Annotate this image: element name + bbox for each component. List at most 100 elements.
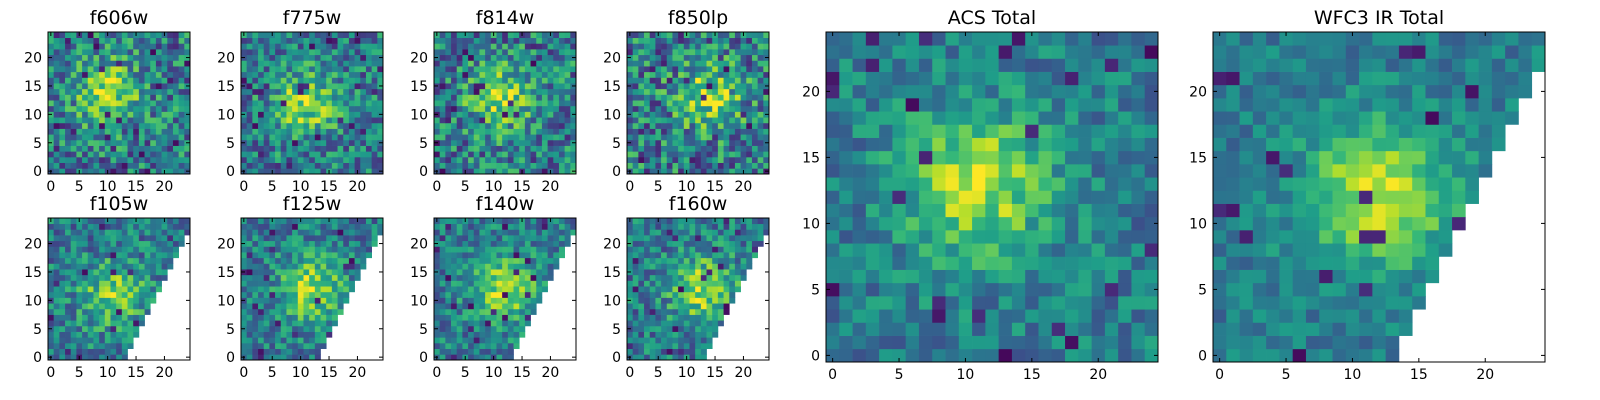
heatmap-cell	[536, 269, 543, 276]
heatmap-cell	[59, 60, 66, 67]
heatmap-cell	[116, 246, 123, 253]
heatmap-cell	[547, 139, 554, 146]
heatmap-cell	[666, 342, 673, 349]
heatmap-cell	[519, 246, 526, 253]
heatmap-cell	[127, 145, 134, 152]
heatmap-cell	[121, 280, 128, 287]
heatmap-cell	[746, 49, 753, 56]
heatmap-cell	[700, 223, 707, 230]
heatmap-cell	[892, 296, 907, 310]
heatmap-cell	[138, 94, 145, 101]
heatmap-cell	[246, 240, 253, 247]
heatmap-cell	[706, 291, 713, 298]
heatmap-cell	[360, 60, 367, 67]
heatmap-cell	[700, 235, 707, 242]
heatmap-cell	[263, 257, 270, 264]
heatmap-cell	[439, 223, 446, 230]
heatmap-cell	[689, 354, 696, 361]
heatmap-cell	[280, 122, 287, 129]
heatmap-cell	[241, 348, 248, 355]
heatmap-cell	[87, 32, 94, 39]
heatmap-cell	[110, 246, 117, 253]
heatmap-cell	[706, 303, 713, 310]
heatmap-cell	[473, 286, 480, 293]
heatmap-cell	[513, 32, 520, 39]
panel-f160w-frame	[626, 217, 770, 361]
heatmap-cell	[309, 354, 316, 361]
heatmap-cell	[354, 100, 361, 107]
heatmap-cell	[763, 134, 770, 141]
heatmap-cell	[553, 37, 560, 44]
heatmap-cell	[570, 145, 577, 152]
heatmap-cell	[110, 49, 117, 56]
heatmap-cell	[666, 134, 673, 141]
heatmap-cell	[258, 337, 265, 344]
heatmap-cell	[502, 269, 509, 276]
heatmap-cell	[456, 320, 463, 327]
heatmap-cell	[985, 296, 999, 310]
heatmap-cell	[763, 100, 770, 107]
heatmap-cell	[485, 348, 492, 355]
heatmap-cell	[462, 162, 469, 169]
heatmap-cell	[292, 274, 299, 281]
heatmap-cell	[263, 37, 270, 44]
heatmap-cell	[280, 168, 287, 175]
heatmap-cell	[1131, 309, 1146, 323]
heatmap-cell	[678, 218, 685, 225]
heatmap-cell	[661, 303, 668, 310]
heatmap-cell	[547, 100, 554, 107]
heatmap-cell	[246, 308, 253, 315]
heatmap-cell	[76, 252, 83, 259]
heatmap-cell	[241, 337, 248, 344]
heatmap-cell	[655, 122, 662, 129]
heatmap-cell	[524, 263, 531, 270]
heatmap-cell	[65, 269, 72, 276]
heatmap-cell	[246, 117, 253, 124]
heatmap-cell	[649, 94, 656, 101]
heatmap-cell	[490, 274, 497, 281]
heatmap-cell	[723, 83, 730, 90]
heatmap-cell	[87, 269, 94, 276]
heatmap-cell	[76, 240, 83, 247]
heatmap-cell	[485, 257, 492, 264]
heatmap-cell	[167, 128, 174, 135]
heatmap-cell	[513, 128, 520, 135]
heatmap-cell	[167, 252, 174, 259]
heatmap-cell	[712, 49, 719, 56]
heatmap-cell	[661, 111, 668, 118]
heatmap-cell	[757, 83, 764, 90]
heatmap-cell	[99, 128, 106, 135]
heatmap-cell	[65, 325, 72, 332]
heatmap-cell	[127, 263, 134, 270]
heatmap-cell	[485, 314, 492, 321]
heatmap-cell	[666, 274, 673, 281]
heatmap-cell	[672, 71, 679, 78]
heatmap-cell	[258, 94, 265, 101]
heatmap-cell	[104, 246, 111, 253]
heatmap-cell	[150, 111, 157, 118]
heatmap-cell	[320, 162, 327, 169]
heatmap-cell	[138, 263, 145, 270]
heatmap-cell	[309, 77, 316, 84]
heatmap-cell	[661, 246, 668, 253]
heatmap-cell	[258, 291, 265, 298]
heatmap-cell	[524, 223, 531, 230]
heatmap-cell	[519, 229, 526, 236]
heatmap-cell	[93, 139, 100, 146]
heatmap-cell	[689, 337, 696, 344]
heatmap-cell	[479, 122, 486, 129]
heatmap-cell	[632, 320, 639, 327]
heatmap-cell	[638, 314, 645, 321]
heatmap-cell	[638, 117, 645, 124]
heatmap-cell	[689, 71, 696, 78]
heatmap-cell	[155, 83, 162, 90]
heatmap-cell	[490, 145, 497, 152]
heatmap-cell	[468, 331, 475, 338]
heatmap-cell	[337, 229, 344, 236]
heatmap-cell	[70, 100, 77, 107]
heatmap-cell	[700, 49, 707, 56]
heatmap-cell	[434, 286, 441, 293]
heatmap-cell	[439, 71, 446, 78]
heatmap-cell	[87, 240, 94, 247]
heatmap-cell	[553, 83, 560, 90]
